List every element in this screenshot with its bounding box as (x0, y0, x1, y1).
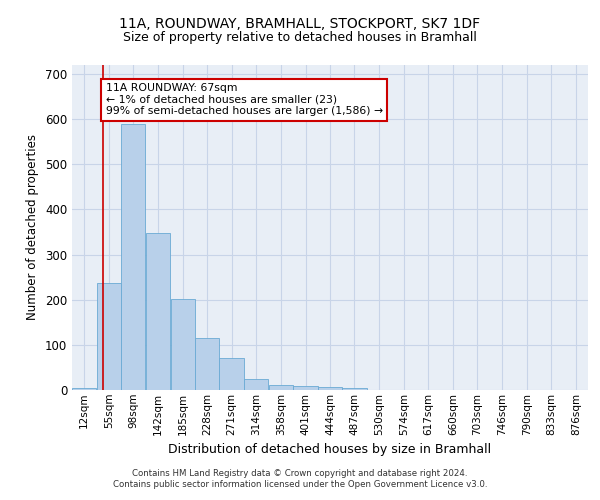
Bar (170, 299, 195, 390)
X-axis label: Distribution of detached houses by size in Bramhall: Distribution of detached houses by size … (169, 443, 491, 456)
Bar (195, 338, 219, 390)
Bar (244, 378, 268, 390)
Bar (146, 233, 170, 390)
Bar (220, 358, 244, 390)
Bar (97, 283, 121, 390)
Bar (318, 387, 342, 390)
Bar (269, 384, 293, 390)
Text: 11A ROUNDWAY: 67sqm
← 1% of detached houses are smaller (23)
99% of semi-detache: 11A ROUNDWAY: 67sqm ← 1% of detached hou… (106, 83, 383, 116)
Text: Size of property relative to detached houses in Bramhall: Size of property relative to detached ho… (123, 31, 477, 44)
Text: Contains HM Land Registry data © Crown copyright and database right 2024.: Contains HM Land Registry data © Crown c… (132, 468, 468, 477)
Text: 11A, ROUNDWAY, BRAMHALL, STOCKPORT, SK7 1DF: 11A, ROUNDWAY, BRAMHALL, STOCKPORT, SK7 … (119, 18, 481, 32)
Bar (121, 124, 145, 390)
Bar (72, 388, 97, 390)
Text: Contains public sector information licensed under the Open Government Licence v3: Contains public sector information licen… (113, 480, 487, 489)
Bar (293, 386, 317, 390)
Bar (343, 388, 367, 390)
Y-axis label: Number of detached properties: Number of detached properties (26, 134, 40, 320)
